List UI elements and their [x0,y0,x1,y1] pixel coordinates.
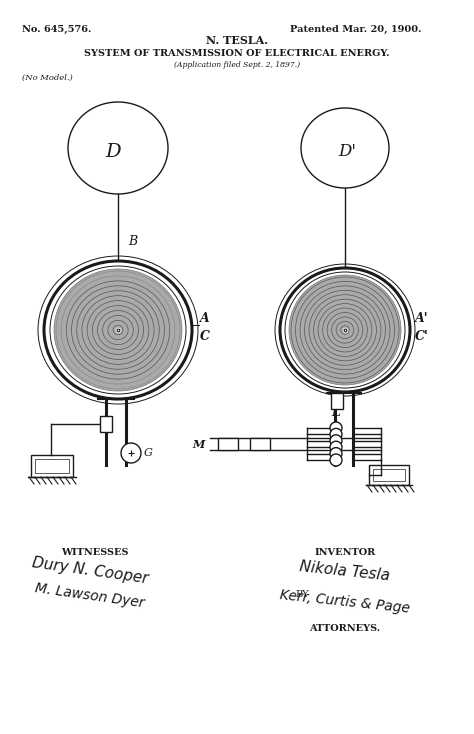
Bar [373,469,405,481]
Text: WITNESSES: WITNESSES [61,548,129,557]
Text: C': C' [415,330,429,343]
Ellipse shape [50,266,186,394]
Text: SYSTEM OF TRANSMISSION OF ELECTRICAL ENERGY.: SYSTEM OF TRANSMISSION OF ELECTRICAL ENE… [84,49,390,58]
Text: A': A' [415,312,428,325]
Text: A: A [200,312,210,325]
Text: Nikola Tesla: Nikola Tesla [299,559,391,583]
Circle shape [330,454,342,466]
Circle shape [330,448,342,459]
Ellipse shape [38,256,198,404]
Ellipse shape [44,261,192,399]
Circle shape [330,429,342,440]
Text: G: G [144,448,153,458]
Bar [331,393,343,409]
Bar [31,455,73,477]
Bar [218,437,238,451]
Text: D: D [105,143,121,161]
Text: No. 645,576.: No. 645,576. [22,25,91,34]
Text: (No Model.): (No Model.) [22,74,73,82]
Ellipse shape [275,264,415,396]
Text: Dury N. Cooper: Dury N. Cooper [31,555,149,586]
Text: ATTORNEYS.: ATTORNEYS. [310,624,381,633]
Text: INVENTOR: INVENTOR [314,548,375,557]
Text: N. TESLA.: N. TESLA. [206,35,268,46]
Bar [35,459,69,473]
Circle shape [330,435,342,447]
Circle shape [330,441,342,453]
Ellipse shape [301,108,389,188]
Text: Kerr, Curtis & Page: Kerr, Curtis & Page [279,589,411,616]
Bar [369,465,409,485]
Text: (Application filed Sept. 2, 1897.): (Application filed Sept. 2, 1897.) [174,61,300,69]
Ellipse shape [289,275,401,385]
Text: M: M [192,439,205,450]
Text: M. Lawson Dyer: M. Lawson Dyer [35,581,146,610]
Text: D': D' [338,144,356,161]
Bar [100,416,112,432]
Bar [250,437,270,451]
Text: L: L [332,406,340,419]
Ellipse shape [68,102,168,194]
Text: C: C [200,330,210,343]
Ellipse shape [54,269,182,391]
Text: B: B [128,235,137,248]
Circle shape [330,422,342,434]
Circle shape [121,443,141,463]
Ellipse shape [280,268,410,392]
Text: Patented Mar. 20, 1900.: Patented Mar. 20, 1900. [290,25,421,34]
Text: BY: BY [295,590,309,599]
Ellipse shape [285,272,405,388]
